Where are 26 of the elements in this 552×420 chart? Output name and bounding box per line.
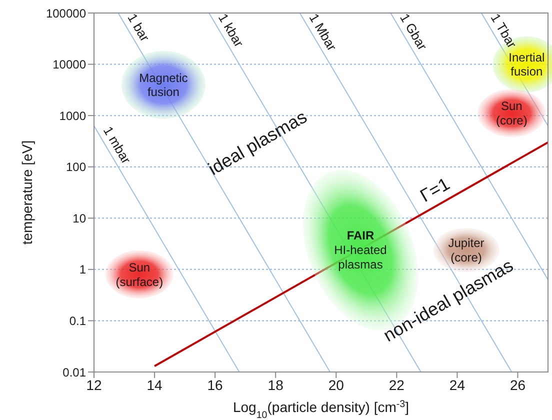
y-tick-label: 0.01 xyxy=(62,365,86,380)
x-axis-title: Log$_{10}$(particle density) [cm$^{-3}$] xyxy=(232,398,410,420)
y-axis-title: temperature [eV] xyxy=(19,140,35,245)
x-tick-label: 22 xyxy=(388,376,405,393)
annotation: Sun (core) xyxy=(496,99,528,128)
y-tick-label: 1000 xyxy=(59,108,86,123)
annotation: Jupiter (core) xyxy=(448,236,484,264)
annotation: Magnetic fusion xyxy=(139,70,188,100)
annotation: Inertial fusion xyxy=(508,50,545,79)
y-tick-label: 100 xyxy=(66,160,86,174)
y-tick-label: 0.1 xyxy=(69,314,86,328)
x-tick-label: 18 xyxy=(268,376,284,393)
annotation: FAIR HI-heated plasmas xyxy=(334,228,387,272)
y-tick-label: 100000 xyxy=(46,6,86,20)
x-tick-label: 16 xyxy=(207,376,224,393)
x-tick-label: 20 xyxy=(328,376,344,393)
y-tick-label: 10 xyxy=(72,211,86,226)
y-tick-label: 10000 xyxy=(52,58,86,72)
x-tick-label: 26 xyxy=(510,376,526,393)
annotation: Sun (surface) xyxy=(116,260,164,289)
x-tick-label: 14 xyxy=(146,376,163,393)
text: Γ=1 xyxy=(416,174,454,206)
y-tick-label: 1 xyxy=(79,262,86,277)
text: 1 bar xyxy=(124,10,153,45)
x-tick-label: 24 xyxy=(449,376,466,393)
x-tick-label: 12 xyxy=(86,376,102,393)
